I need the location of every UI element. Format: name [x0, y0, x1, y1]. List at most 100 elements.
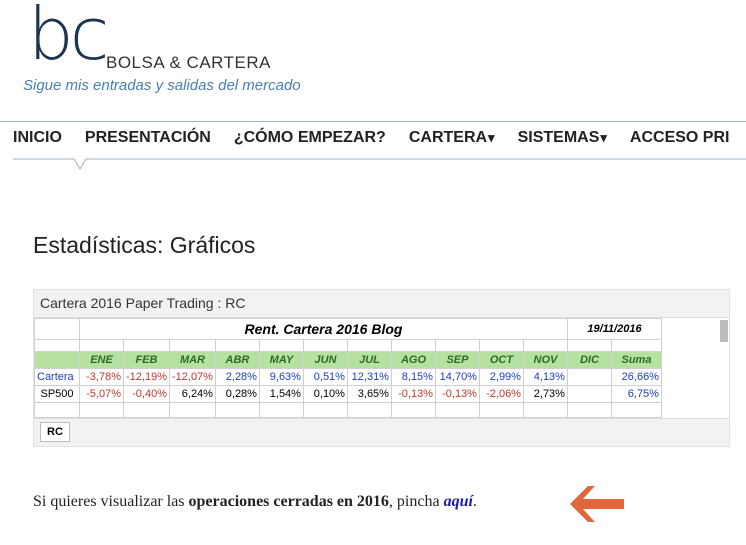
- text: , pincha: [388, 493, 444, 510]
- cell: [123, 339, 170, 352]
- cell: 2,28%: [214, 368, 260, 386]
- nav-item[interactable]: INICIO: [13, 129, 62, 146]
- cell: [390, 402, 436, 418]
- column-header: AGO: [390, 351, 436, 369]
- blank-row: [34, 402, 662, 418]
- arrow: [570, 486, 624, 522]
- sheet-date: 19/11/2016: [566, 318, 662, 340]
- cell: [346, 339, 392, 352]
- cell: [34, 318, 80, 340]
- data-row: Cartera -3,78% -12,19% -12,07% 2,28% 9,63% 0,5…: [34, 368, 662, 386]
- header-row: ENE FEB MAR ABR MAY JUN JUL AGO SEP OCT NOV DIC Suma: [34, 351, 662, 369]
- nav-notch: [13, 158, 746, 170]
- tagline: Sigue mis entradas y salidas del mercado: [23, 77, 301, 94]
- footer-text: Si quieres visualizar las operaciones ce…: [33, 493, 477, 511]
- cell: [478, 402, 524, 418]
- cell: [522, 402, 568, 418]
- cell: -0,13%: [434, 385, 480, 403]
- cell: [168, 339, 216, 352]
- cell: [566, 368, 612, 386]
- nav-bar: INICIO PRESENTACIÓN ¿CÓMO EMPEZAR? CARTERA S…: [0, 121, 746, 161]
- cell: 0,28%: [214, 385, 260, 403]
- spreadsheet-embed: Cartera 2016 Paper Trading : RC Rent. Ca…: [33, 289, 730, 447]
- cell: -5,07%: [79, 385, 124, 403]
- cell: [34, 339, 80, 352]
- cell: 8,15%: [390, 368, 436, 386]
- site-name[interactable]: BOLSA & CARTERA: [106, 53, 271, 72]
- blank-row: [34, 339, 662, 352]
- cell: [34, 402, 80, 418]
- cell: [566, 339, 612, 352]
- nav-underline: [13, 158, 746, 170]
- page-title: Estadísticas: Gráficos: [33, 232, 256, 258]
- row-label: SP500: [34, 385, 80, 403]
- cell: -12,07%: [168, 368, 216, 386]
- text: Si quieres visualizar las: [33, 493, 189, 510]
- cell: [258, 339, 304, 352]
- column-header: DIC: [566, 351, 612, 369]
- logo[interactable]: bc: [28, 0, 109, 76]
- column-header: NOV: [522, 351, 568, 369]
- cell: [610, 339, 662, 352]
- highlight: operaciones cerradas en 2016: [188, 493, 389, 510]
- cell: 0,51%: [302, 368, 348, 386]
- column-header: MAR: [168, 351, 216, 369]
- link[interactable]: aquí: [443, 493, 473, 510]
- cell: [610, 402, 662, 418]
- row-label: Cartera: [34, 368, 80, 386]
- nav-item[interactable]: CARTERA: [409, 129, 505, 147]
- column-header: MAY: [258, 351, 304, 369]
- nav-item[interactable]: ACCESO PRI: [629, 129, 730, 146]
- cell: [123, 402, 170, 418]
- cell: [302, 339, 348, 352]
- cell: 6,75%: [610, 385, 662, 403]
- sheet: Rent. Cartera 2016 Blog 19/11/2016 ENE FEB M…: [34, 318, 662, 418]
- cell: -2,06%: [478, 385, 524, 403]
- scrollbar[interactable]: [720, 320, 728, 342]
- cell: -0,13%: [390, 385, 436, 403]
- cell: [522, 339, 568, 352]
- cell: 6,24%: [168, 385, 216, 403]
- cell: [478, 339, 524, 352]
- cell: 2,73%: [522, 385, 568, 403]
- cell: [79, 402, 124, 418]
- cell: 2,99%: [478, 368, 524, 386]
- cell: [79, 339, 124, 352]
- arrow-icon: [570, 486, 624, 522]
- cell: -12,19%: [123, 368, 170, 386]
- cell: 3,65%: [346, 385, 392, 403]
- sheet-tab[interactable]: RC: [40, 422, 70, 442]
- cell: -3,78%: [79, 368, 124, 386]
- data-row: SP500 -5,07% -0,40% 6,24% 0,28% 1,54% 0,10% 3,6…: [34, 385, 662, 403]
- nav-item[interactable]: ¿CÓMO EMPEZAR?: [233, 129, 386, 146]
- column-header: FEB: [123, 351, 170, 369]
- column-header: OCT: [478, 351, 524, 369]
- text: .: [472, 493, 477, 510]
- title-row: Rent. Cartera 2016 Blog 19/11/2016: [34, 318, 662, 340]
- cell: 9,63%: [258, 368, 304, 386]
- column-header: ABR: [214, 351, 260, 369]
- cell: 12,31%: [346, 368, 392, 386]
- column-header: Suma: [610, 351, 662, 369]
- nav-item[interactable]: PRESENTACIÓN: [84, 129, 211, 146]
- embed-title: Cartera 2016 Paper Trading : RC: [34, 290, 729, 318]
- sheet-title: Rent. Cartera 2016 Blog: [79, 318, 568, 340]
- cell: 1,54%: [258, 385, 304, 403]
- column-header: SEP: [434, 351, 480, 369]
- nav-item[interactable]: SISTEMAS: [518, 129, 617, 147]
- cell: [214, 402, 260, 418]
- cell: [434, 339, 480, 352]
- cell: [566, 385, 612, 403]
- cell: 14,70%: [434, 368, 480, 386]
- cell: [346, 402, 392, 418]
- cell: 0,10%: [302, 385, 348, 403]
- column-header: JUN: [302, 351, 348, 369]
- sheet-tabs: RC: [34, 418, 729, 446]
- cell: [390, 339, 436, 352]
- cell: 4,13%: [522, 368, 568, 386]
- cell: [566, 402, 612, 418]
- cell: -0,40%: [123, 385, 170, 403]
- cell: [214, 339, 260, 352]
- column-header: ENE: [79, 351, 124, 369]
